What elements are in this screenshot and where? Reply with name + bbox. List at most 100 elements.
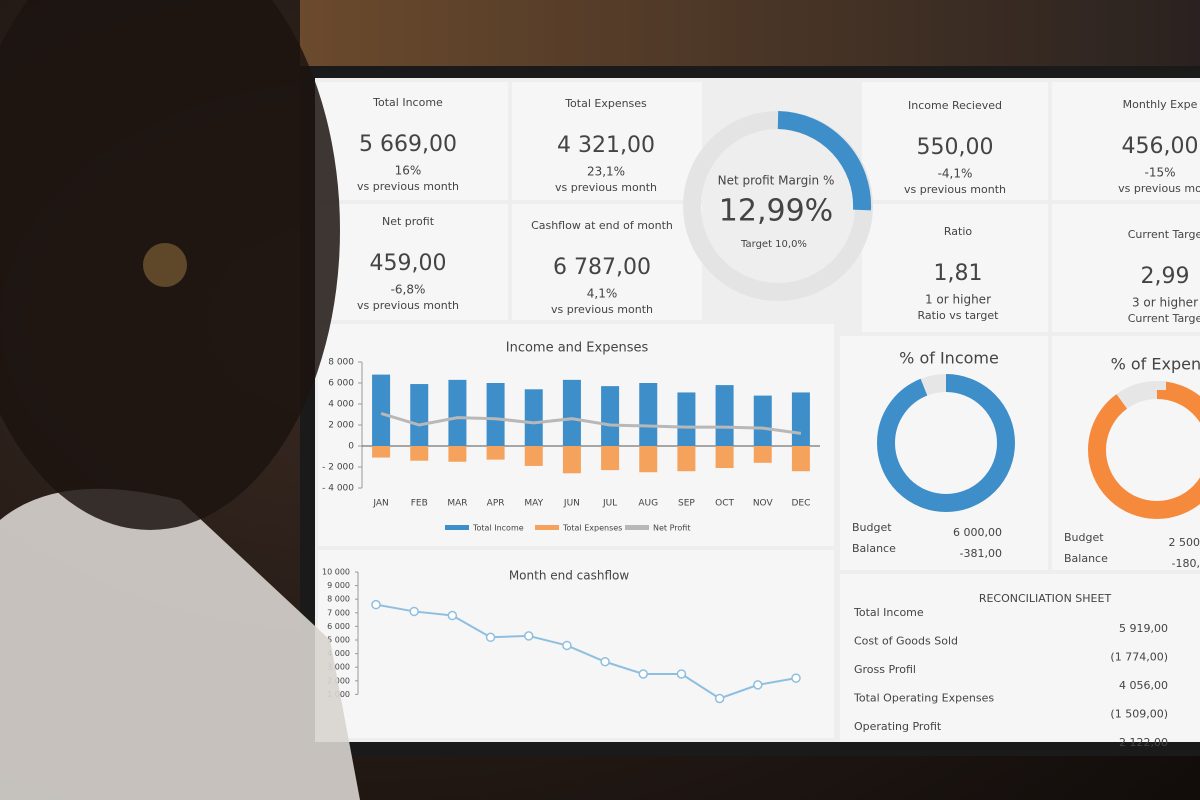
- bar: [562, 446, 581, 474]
- bar: [562, 379, 581, 446]
- row-value: (1 774,00): [1110, 651, 1168, 664]
- y-tick-label: 2 000: [328, 421, 354, 431]
- bar: [448, 379, 467, 446]
- legend-label: Total Expenses: [562, 524, 622, 533]
- panel: [512, 204, 702, 320]
- bar: [448, 446, 467, 462]
- gauge-value: 12,99%: [719, 194, 833, 229]
- point: [447, 610, 458, 621]
- bar: [601, 446, 620, 471]
- panel: [512, 82, 702, 200]
- bar: [753, 446, 772, 463]
- kpi-note: vs previous month: [555, 181, 657, 194]
- kpi-title: Ratio: [944, 225, 973, 238]
- kpi-value: 5 669,00: [359, 132, 457, 157]
- x-tick-label: APR: [487, 499, 505, 509]
- reconciliation-title: RECONCILIATION SHEET: [979, 592, 1112, 605]
- row-label: Total Income: [853, 606, 924, 619]
- kpi-note: vs previous month: [904, 183, 1006, 196]
- point: [523, 631, 534, 641]
- x-tick-label: FEB: [411, 499, 428, 509]
- panel: [318, 204, 508, 320]
- row-label: Total Operating Expenses: [853, 692, 994, 705]
- earring-blur: [143, 243, 187, 287]
- kpi-note: Ratio vs target: [918, 309, 1000, 322]
- point: [485, 632, 496, 643]
- kpi-value: 1,81: [934, 261, 983, 286]
- donut-title: % of Expens: [1111, 355, 1200, 374]
- panel: [1052, 336, 1200, 570]
- chart-title: Income and Expenses: [506, 341, 649, 356]
- panel: [318, 550, 834, 738]
- kpi-change: 16%: [395, 164, 422, 178]
- balance-label: Balance: [1064, 552, 1108, 565]
- kpi-value: 2,99: [1141, 264, 1190, 289]
- legend-label: Total Income: [472, 524, 524, 533]
- legend-swatch: [445, 525, 469, 530]
- panel: [862, 204, 1048, 332]
- x-tick-label: AUG: [638, 499, 658, 509]
- kpi-title: Total Expenses: [564, 97, 647, 110]
- point: [676, 669, 687, 679]
- kpi-change: 4,1%: [587, 287, 618, 301]
- point: [638, 669, 649, 679]
- panel: [840, 336, 1048, 570]
- gauge-target: Target 10,0%: [740, 239, 807, 250]
- kpi-note: vs previous month: [551, 303, 653, 316]
- gauge-arc: [777, 111, 872, 211]
- bar: [372, 446, 391, 458]
- bar: [791, 392, 810, 446]
- x-tick-label: SEP: [678, 499, 695, 509]
- kpi-title: Current Targe: [1128, 228, 1200, 241]
- kpi-note: Current Targe: [1128, 312, 1200, 325]
- row-value: (1 509,00): [1110, 708, 1168, 721]
- balance-value: -180,: [1172, 557, 1200, 570]
- donut-title: % of Income: [899, 349, 999, 368]
- point: [371, 599, 381, 610]
- x-tick-label: JUL: [602, 499, 617, 509]
- panel: [840, 574, 1200, 742]
- kpi-change: -4,1%: [938, 167, 973, 181]
- bar: [677, 392, 696, 446]
- bar: [601, 386, 620, 446]
- kpi-title: Net profit: [382, 215, 435, 228]
- y-tick-label: 4 000: [328, 400, 354, 410]
- row-value: 4 056,00: [1119, 679, 1168, 692]
- room-blur: [300, 0, 1200, 70]
- kpi-value: 459,00: [370, 251, 447, 276]
- balance-value: -381,00: [960, 547, 1002, 560]
- y-tick-label: 0: [348, 442, 354, 452]
- y-tick-label: - 2 000: [322, 463, 354, 473]
- bar: [372, 374, 391, 446]
- y-tick-label: 4 000: [327, 649, 350, 658]
- point: [714, 693, 725, 704]
- y-tick-label: 8 000: [328, 358, 354, 368]
- kpi-change: 3 or higher: [1132, 296, 1198, 310]
- budget-label: Budget: [852, 521, 892, 534]
- budget-value: 6 000,00: [953, 526, 1002, 539]
- budget-label: Budget: [1064, 531, 1104, 544]
- row-value: 5 919,00: [1119, 622, 1168, 635]
- x-tick-label: DEC: [791, 499, 810, 509]
- kpi-value: 4 321,00: [557, 133, 655, 158]
- point: [409, 606, 419, 617]
- y-tick-label: 3 000: [327, 663, 350, 672]
- x-tick-label: MAY: [524, 499, 543, 509]
- y-tick-label: 7 000: [327, 608, 350, 617]
- kpi-title: Total Income: [372, 96, 443, 109]
- y-tick-label: 2 000: [327, 676, 350, 685]
- y-tick-label: - 4 000: [322, 484, 354, 494]
- bar: [639, 383, 658, 446]
- x-tick-label: JAN: [372, 499, 388, 509]
- legend-swatch: [625, 525, 649, 530]
- kpi-change: -6,8%: [391, 283, 426, 297]
- kpi-note: vs previous month: [357, 180, 459, 193]
- kpi-value: 550,00: [917, 135, 994, 160]
- kpi-note: vs previous mo: [1118, 182, 1200, 195]
- point: [562, 640, 572, 651]
- bar: [410, 384, 429, 446]
- kpi-change: -15%: [1144, 166, 1175, 180]
- panel: [1052, 82, 1200, 200]
